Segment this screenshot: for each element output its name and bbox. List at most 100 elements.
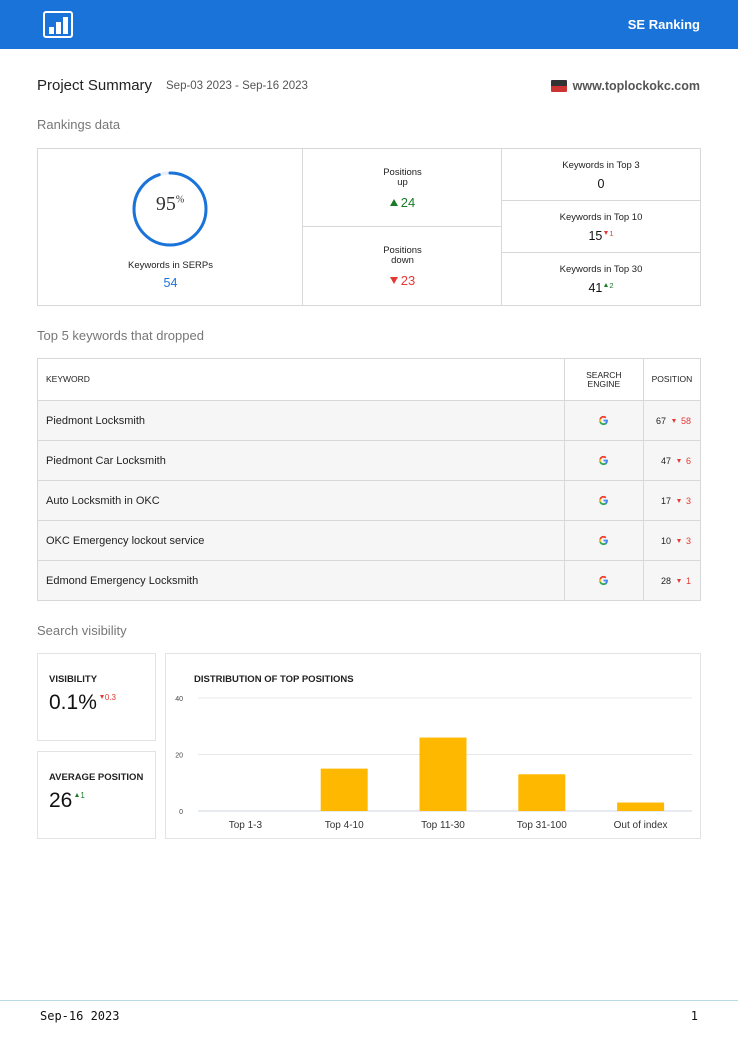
- top10-delta: 1: [604, 229, 614, 238]
- position-cell: 67 58: [642, 400, 702, 441]
- positions-up-label: Positions up: [383, 167, 422, 188]
- x-tick-label: Top 1-3: [229, 820, 263, 831]
- engine-cell: [563, 520, 644, 561]
- arrow-up-icon: [604, 283, 609, 287]
- page-title: Project Summary: [37, 77, 153, 94]
- keyword-cell: OKC Emergency lockout service: [37, 520, 565, 561]
- distribution-chart: DISTRIBUTION OF TOP POSITIONS 0 20 40 Top 1…: [165, 653, 701, 839]
- visibility-delta: 0.3: [99, 693, 116, 702]
- y-tick-label: 0: [179, 809, 183, 816]
- top-keywords-cell: Keywords in Top 3 0 Keywords in Top 10 1…: [502, 149, 700, 305]
- bar-1: [320, 768, 368, 811]
- google-icon: [598, 415, 609, 427]
- visibility-section-title: Search visibility: [37, 623, 127, 638]
- bar-4: [617, 802, 665, 811]
- top10-label: Keywords in Top 10: [559, 212, 643, 223]
- bar-2: [419, 737, 467, 811]
- arrow-down-icon: [99, 695, 104, 699]
- keyword-cell: Piedmont Locksmith: [37, 400, 565, 441]
- keyword-cell: Auto Locksmith in OKC: [37, 480, 565, 521]
- engine-cell: [563, 440, 644, 481]
- site-url: www.toplockokc.com: [572, 79, 700, 93]
- y-tick-label: 40: [175, 696, 183, 703]
- keyword-column-header: KEYWORD: [37, 358, 565, 401]
- visibility-value: 0.1% 0.3: [49, 691, 116, 714]
- engine-cell: [563, 400, 644, 441]
- footer-date: Sep-16 2023: [40, 1009, 120, 1023]
- site-logo-icon: [550, 80, 567, 92]
- top30-value: 41 2: [588, 281, 614, 295]
- google-icon: [598, 535, 609, 547]
- positions-up-value: 24: [303, 195, 502, 210]
- position-column-header: POSITION: [642, 358, 702, 401]
- position-cell: 28 1: [642, 560, 702, 601]
- serps-count: 54: [163, 276, 178, 290]
- positions-down-cell: Positions down 23: [303, 227, 502, 305]
- date-range: Sep-03 2023 - Sep-16 2023: [166, 80, 308, 92]
- positions-up-cell: Positions up 24: [303, 149, 502, 227]
- position-cell: 47 6: [642, 440, 702, 481]
- table-row: OKC Emergency lockout service 10 3: [37, 520, 702, 561]
- report-header: SE Ranking: [0, 0, 738, 49]
- engine-cell: [563, 560, 644, 601]
- visibility-label: VISIBILITY: [49, 674, 98, 685]
- average-position-label: AVERAGE POSITION: [49, 772, 144, 783]
- footer-divider: [0, 1000, 738, 1001]
- google-icon: [598, 575, 609, 587]
- top3-value: 0: [597, 177, 605, 191]
- arrow-down-icon: [676, 458, 681, 463]
- x-tick-label: Top 31-100: [517, 820, 567, 831]
- average-position-value: 26 1: [49, 789, 85, 812]
- arrow-down-icon: [676, 578, 681, 583]
- position-cell: 10 3: [642, 520, 702, 561]
- site-domain: www.toplockokc.com: [550, 79, 700, 93]
- bar-chart-icon: [43, 11, 73, 38]
- serps-label: Keywords in SERPs: [127, 260, 213, 271]
- table-row: Piedmont Car Locksmith 47 6: [37, 440, 702, 481]
- position-delta: 6: [676, 456, 691, 466]
- keyword-cell: Edmond Emergency Locksmith: [37, 560, 565, 601]
- positions-down-value: 23: [303, 273, 502, 288]
- table-row: Auto Locksmith in OKC 17 3: [37, 480, 702, 521]
- top10-value: 15 1: [588, 229, 614, 243]
- engine-cell: [563, 480, 644, 521]
- serps-progress-ring: [132, 171, 208, 247]
- top30-cell: Keywords in Top 30 41 2: [502, 253, 700, 305]
- x-tick-label: Out of index: [614, 820, 668, 831]
- position-delta: 3: [676, 536, 691, 546]
- top10-cell: Keywords in Top 10 15 1: [502, 201, 700, 253]
- rankings-panel: 95% Keywords in SERPs 54 Positions up 24 …: [37, 148, 701, 306]
- dropped-section-title: Top 5 keywords that dropped: [37, 328, 204, 343]
- average-position-card: AVERAGE POSITION 26 1: [37, 751, 156, 839]
- positions-cell: Positions up 24 Positions down 23: [303, 149, 502, 305]
- distribution-chart-svg: 0 20 40 Top 1-3 Top 4-10 Top 11-30 Top 31-100 O…: [175, 696, 692, 831]
- arrow-down-icon: [389, 277, 398, 284]
- brand-name: SE Ranking: [627, 17, 700, 32]
- rankings-section-title: Rankings data: [37, 117, 121, 132]
- positions-down-label: Positions down: [383, 245, 422, 266]
- top3-label: Keywords in Top 3: [562, 160, 640, 171]
- top30-delta: 2: [604, 281, 614, 290]
- position-cell: 17 3: [642, 480, 702, 521]
- y-tick-label: 20: [175, 753, 183, 760]
- x-tick-label: Top 4-10: [325, 820, 364, 831]
- arrow-down-icon: [671, 418, 676, 423]
- top3-cell: Keywords in Top 3 0: [502, 149, 700, 201]
- x-tick-label: Top 11-30: [421, 820, 465, 831]
- table-row: Piedmont Locksmith 67 58: [37, 400, 702, 441]
- page-number: 1: [690, 1009, 698, 1023]
- dropped-keywords-table: KEYWORD SEARCH ENGINE POSITION Piedmont L…: [37, 358, 702, 601]
- google-icon: [598, 455, 609, 467]
- bar-3: [518, 774, 566, 811]
- top30-label: Keywords in Top 30: [559, 264, 643, 275]
- serps-cell: 95% Keywords in SERPs 54: [38, 149, 303, 305]
- serps-percent: 95%: [155, 193, 185, 215]
- engine-column-header: SEARCH ENGINE: [563, 358, 644, 401]
- position-delta: 58: [671, 416, 691, 426]
- position-delta: 3: [676, 496, 691, 506]
- chart-title: DISTRIBUTION OF TOP POSITIONS: [194, 674, 354, 685]
- arrow-up-icon: [75, 793, 80, 797]
- visibility-card: VISIBILITY 0.1% 0.3: [37, 653, 156, 741]
- arrow-down-icon: [604, 231, 609, 235]
- arrow-down-icon: [676, 538, 681, 543]
